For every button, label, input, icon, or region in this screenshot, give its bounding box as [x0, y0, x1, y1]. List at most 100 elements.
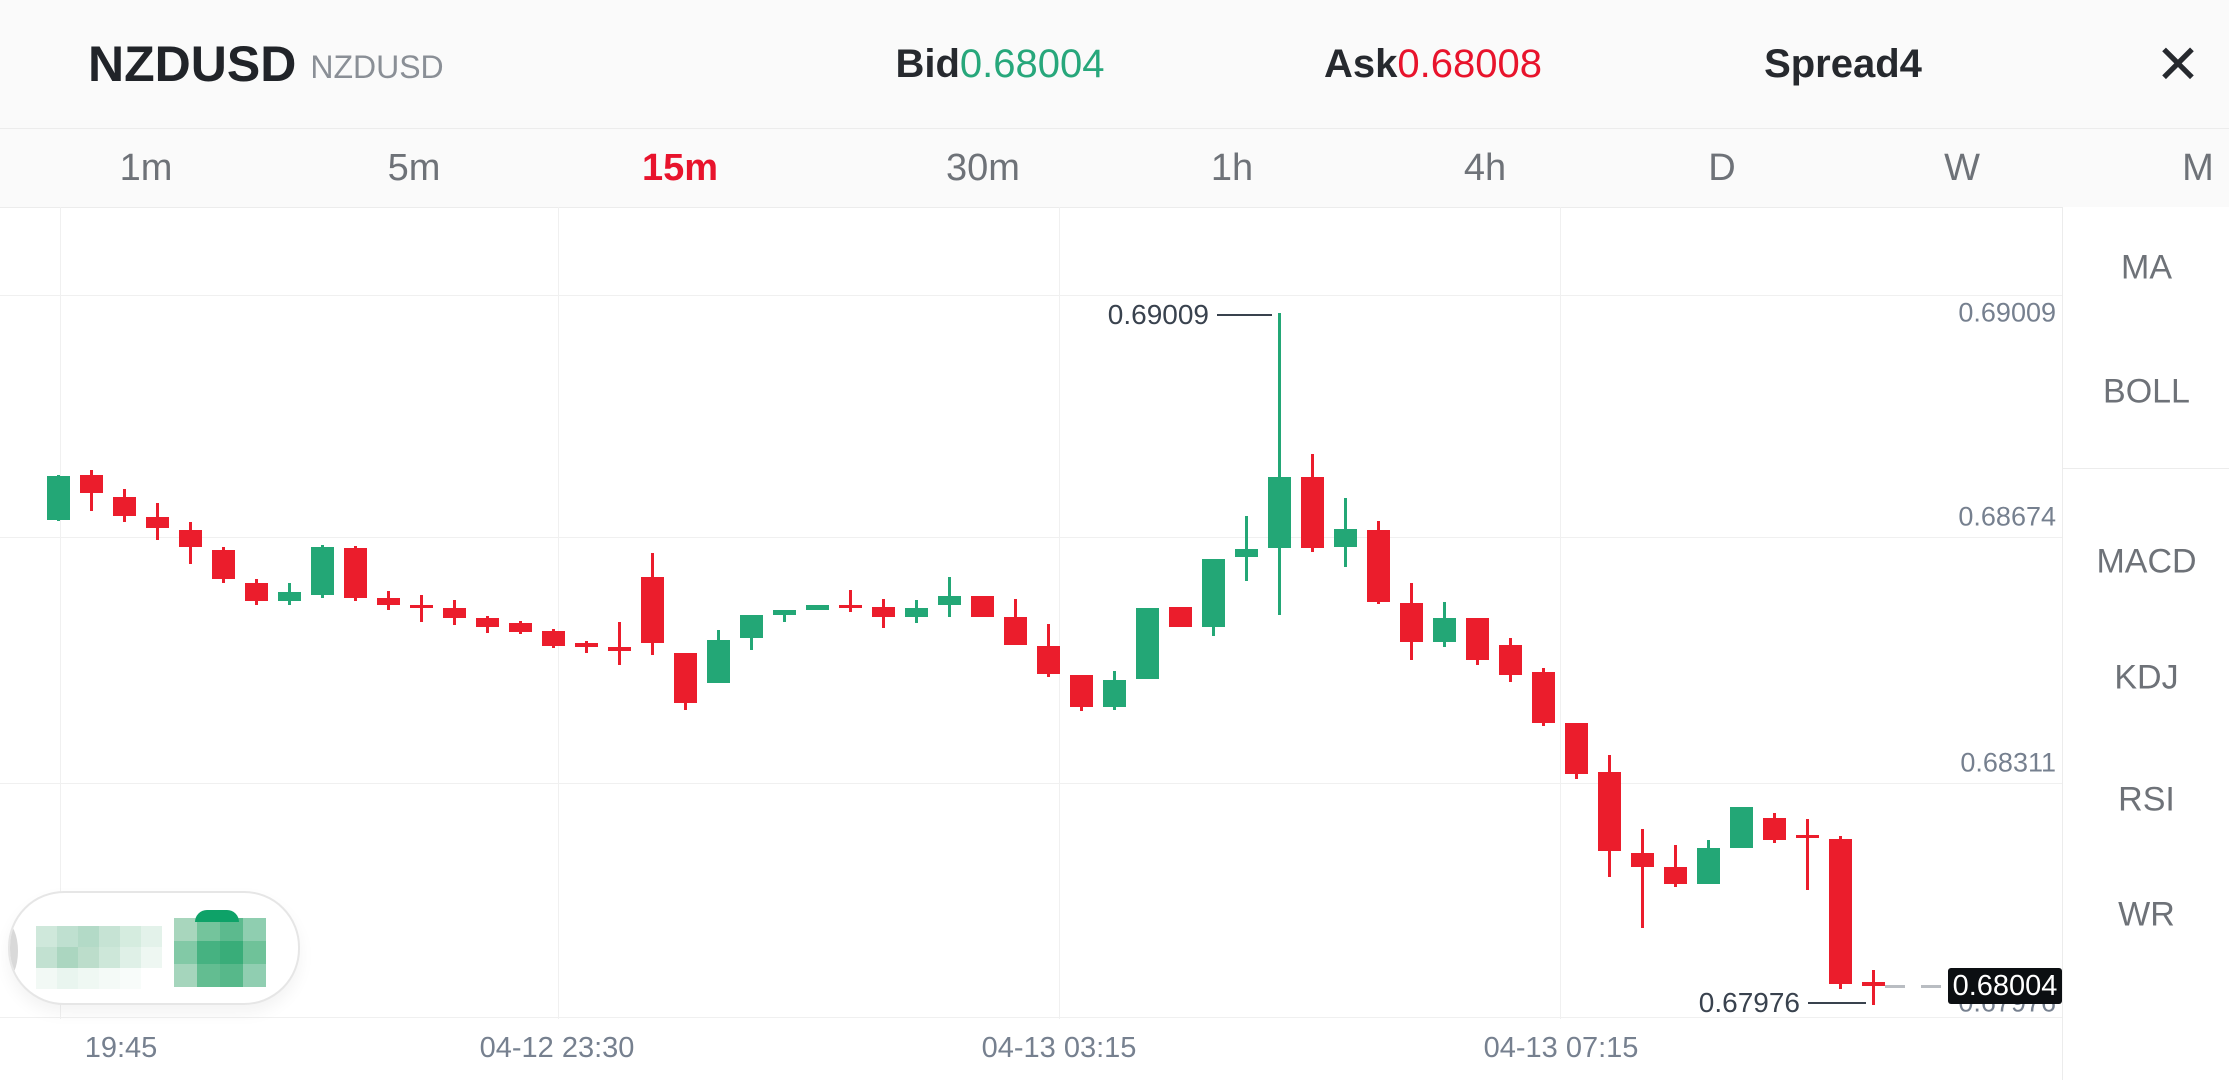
candle — [278, 592, 301, 601]
horizontal-gridline — [0, 537, 2062, 538]
time-axis-label: 04-13 07:15 — [1483, 1032, 1639, 1064]
vertical-gridline — [558, 207, 559, 1019]
candle — [575, 643, 598, 647]
tab-1h[interactable]: 1h — [1210, 146, 1254, 189]
candle — [1532, 672, 1555, 723]
candle-wick — [1278, 313, 1281, 615]
candle — [1301, 477, 1324, 548]
candle — [1235, 549, 1258, 557]
symbol-subtitle: NZDUSD — [310, 48, 444, 85]
watermark-pixel — [197, 941, 220, 964]
watermark-pixel — [120, 968, 141, 989]
candle — [839, 605, 862, 608]
candle — [1631, 853, 1654, 867]
tab-4h[interactable]: 4h — [1463, 146, 1507, 189]
indicator-boll[interactable]: BOLL — [2103, 372, 2190, 411]
watermark-pixel — [220, 941, 243, 964]
watermark-pixel — [243, 964, 266, 987]
high-annotation-line — [1217, 314, 1272, 316]
tab-W[interactable]: W — [1944, 146, 1980, 189]
watermark-pixel — [120, 947, 141, 968]
candle — [1136, 608, 1159, 679]
watermark-pixel — [36, 968, 57, 989]
candle — [344, 548, 367, 598]
symbol-title: NZDUSD NZDUSD — [88, 0, 444, 128]
candle-wick — [618, 622, 621, 665]
candle — [1103, 680, 1126, 707]
candle — [1433, 618, 1456, 642]
price-axis-label: 0.68674 — [1958, 501, 2056, 532]
tab-30m[interactable]: 30m — [946, 146, 1020, 189]
timeframe-tabs: 1m 5m 15m 30m 1h 4h D W M — [0, 129, 2229, 208]
watermark-pixel — [141, 926, 162, 947]
bid-quote: Bid 0.68004 — [895, 0, 1104, 128]
tab-D[interactable]: D — [1708, 146, 1736, 189]
candle — [212, 550, 235, 579]
candle — [872, 607, 895, 617]
candle — [1499, 645, 1522, 675]
bid-label: Bid — [895, 41, 960, 86]
watermark-pixel — [220, 964, 243, 987]
candle — [1697, 848, 1720, 884]
watermark-pixel — [36, 926, 57, 947]
high-annotation-label: 0.69009 — [1107, 299, 1209, 330]
candle-wick — [849, 590, 852, 612]
candle — [377, 598, 400, 605]
candle — [179, 530, 202, 547]
candle — [1763, 818, 1786, 840]
candle — [1070, 675, 1093, 707]
time-axis-label: 04-12 23:30 — [479, 1032, 635, 1064]
candle — [1565, 723, 1588, 774]
watermark-pixel — [99, 947, 120, 968]
candle — [740, 615, 763, 638]
tab-15m[interactable]: 15m — [641, 146, 719, 189]
watermark-pixel — [243, 941, 266, 964]
candle-wick — [420, 595, 423, 622]
candle — [1598, 772, 1621, 851]
candle-wick — [1674, 845, 1677, 887]
candle — [707, 640, 730, 683]
candle — [1466, 618, 1489, 660]
indicator-rsi[interactable]: RSI — [2118, 780, 2175, 819]
spread-value: 4 — [1899, 41, 1922, 86]
tab-M[interactable]: M — [2182, 146, 2214, 189]
candle — [1268, 477, 1291, 548]
watermark-pixel — [197, 918, 220, 941]
watermark-pixel — [174, 941, 197, 964]
tab-1m[interactable]: 1m — [119, 146, 173, 189]
candle — [1202, 559, 1225, 627]
candle — [1004, 617, 1027, 645]
watermark-logo-cap — [195, 910, 239, 922]
header: NZDUSD NZDUSD Bid 0.68004 Ask 0.68008 Sp… — [0, 0, 2229, 129]
candle — [47, 476, 70, 520]
indicator-wr[interactable]: WR — [2118, 895, 2175, 934]
last-price-badge: 0.68004 — [1948, 968, 2062, 1004]
indicator-kdj[interactable]: KDJ — [2114, 658, 2179, 697]
candle — [1829, 839, 1852, 984]
close-icon[interactable]: ✕ — [2155, 34, 2201, 95]
tab-5m[interactable]: 5m — [387, 146, 441, 189]
indicator-ma[interactable]: MA — [2121, 248, 2172, 287]
candle — [608, 647, 631, 651]
candle — [113, 497, 136, 516]
candle — [938, 596, 961, 605]
watermark-pixel — [78, 968, 99, 989]
watermark-edge-blob — [10, 922, 18, 980]
time-axis-label: 19:45 — [84, 1032, 158, 1064]
candle — [1169, 607, 1192, 627]
watermark-pixel — [141, 968, 162, 989]
candle — [1862, 982, 1885, 986]
candle — [1334, 529, 1357, 547]
watermark-pixel — [220, 918, 243, 941]
candle-wick — [1641, 829, 1644, 928]
watermark-pixel — [141, 947, 162, 968]
price-axis-label: 0.68311 — [1960, 747, 2056, 778]
watermark-pixel — [99, 968, 120, 989]
indicator-macd[interactable]: MACD — [2096, 542, 2197, 581]
candle — [1367, 530, 1390, 602]
watermark-pixel — [78, 926, 99, 947]
spread-label: Spread — [1764, 41, 1900, 86]
candle-wick — [1245, 516, 1248, 581]
candle — [1796, 835, 1819, 838]
